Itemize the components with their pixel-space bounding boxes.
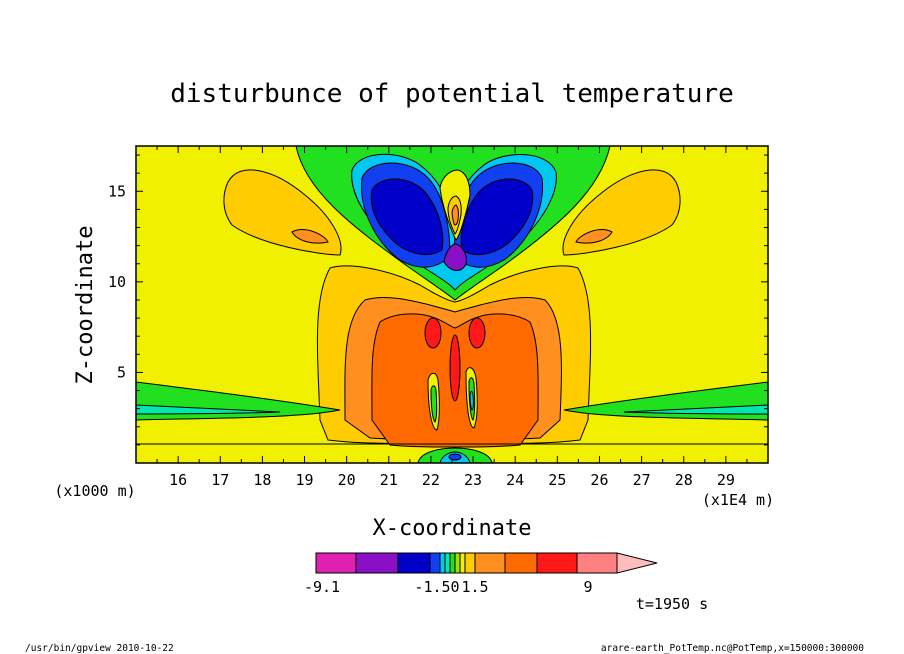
x-tick-label: 21 xyxy=(380,471,398,489)
colorbar-swatch xyxy=(576,552,618,574)
y-tick-label: 5 xyxy=(117,363,126,381)
colorbar-label: -1.50 xyxy=(414,578,459,596)
y-tick-label: 10 xyxy=(108,273,126,291)
x-axis: 16 17 18 19 20 21 22 23 24 25 26 27 28 29 xyxy=(156,146,748,489)
colorbar-swatch xyxy=(536,552,578,574)
contour-red-right-max xyxy=(468,317,486,349)
x-tick-label: 29 xyxy=(717,471,735,489)
x-tick-label: 25 xyxy=(548,471,566,489)
colorbar-swatch xyxy=(449,552,456,574)
x-tick-label: 23 xyxy=(464,471,482,489)
x-tick-label: 19 xyxy=(296,471,314,489)
x-tick-label: 24 xyxy=(506,471,524,489)
footer-right: arare-earth_PotTemp.nc@PotTemp,x=150000:… xyxy=(601,643,864,654)
colorbar-swatch xyxy=(355,552,399,574)
colorbar-swatch xyxy=(504,552,538,574)
y-axis: 5 10 15 xyxy=(108,154,768,446)
colorbar-label: 1.5 xyxy=(461,578,488,596)
contour-upper-left-dark-orange xyxy=(291,229,329,244)
colorbar-swatch xyxy=(464,552,476,574)
contour-left-low-cyan xyxy=(136,404,281,415)
colorbar xyxy=(315,552,658,574)
contour-navy-left-lobe xyxy=(370,178,444,256)
colorbar-swatch xyxy=(315,552,357,574)
x-unit-label: (x1E4 m) xyxy=(702,491,774,509)
contour-red-center-max xyxy=(449,334,461,402)
x-tick-label: 20 xyxy=(338,471,356,489)
colorbar-labels: -9.1 -1.50 1.5 9 xyxy=(304,578,593,596)
x-tick-label: 22 xyxy=(422,471,440,489)
chart-title: disturbunce of potential temperature xyxy=(170,79,734,109)
x-tick-label: 26 xyxy=(590,471,608,489)
footer-left: /usr/bin/gpview 2010-10-22 xyxy=(25,643,174,654)
colorbar-swatch xyxy=(459,552,466,574)
x-tick-label: 16 xyxy=(169,471,187,489)
x-tick-label: 17 xyxy=(211,471,229,489)
colorbar-swatch xyxy=(429,552,441,574)
colorbar-arrow xyxy=(616,552,658,574)
y-axis-label: Z-coordinate xyxy=(73,226,98,385)
contour-red-left-max xyxy=(424,317,442,349)
contour-central-purple xyxy=(443,243,467,271)
colorbar-swatch xyxy=(397,552,431,574)
contour-lower-left-green-band xyxy=(430,385,438,423)
contour-top-center-dark-orange xyxy=(451,204,459,226)
colorbar-swatch xyxy=(439,552,446,574)
contour-upper-right-dark-orange xyxy=(575,229,613,244)
y-unit-label: (x1000 m) xyxy=(54,482,135,500)
x-tick-label: 18 xyxy=(253,471,271,489)
y-tick-label: 15 xyxy=(108,182,126,200)
contour-right-low-cyan xyxy=(623,404,768,415)
plot-area xyxy=(136,146,768,463)
x-tick-label: 27 xyxy=(633,471,651,489)
colorbar-label: -9.1 xyxy=(304,578,340,596)
contour-lower-right-cyan-band xyxy=(469,390,474,411)
colorbar-label: 9 xyxy=(583,578,592,596)
colorbar-swatch xyxy=(454,552,461,574)
x-axis-label: X-coordinate xyxy=(373,516,532,541)
x-tick-label: 28 xyxy=(675,471,693,489)
colorbar-swatch xyxy=(444,552,451,574)
colorbar-swatch xyxy=(474,552,506,574)
contour-bottom-center-blue xyxy=(448,453,462,461)
time-label: t=1950 s xyxy=(636,595,708,613)
